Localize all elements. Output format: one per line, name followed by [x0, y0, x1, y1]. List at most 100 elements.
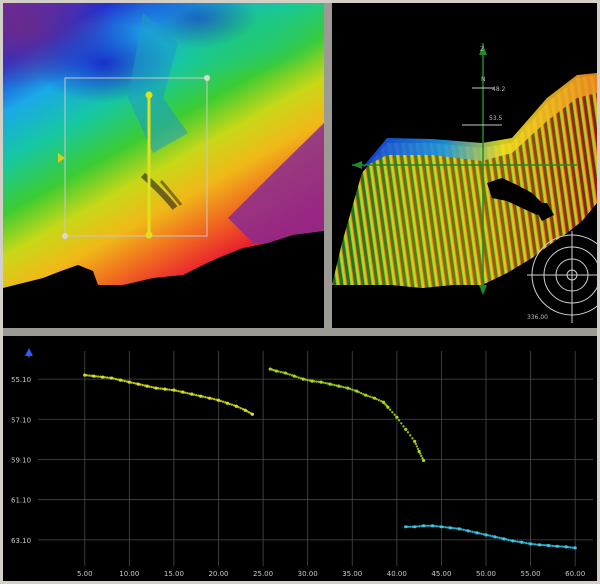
- x-tick-label: 60.00: [565, 570, 585, 578]
- data-point: [466, 529, 470, 533]
- data-point: [411, 525, 414, 529]
- data-point: [103, 376, 107, 379]
- data-point: [430, 524, 435, 528]
- data-point: [292, 374, 296, 378]
- data-point: [495, 536, 499, 539]
- y-tick-label: 59.10: [11, 456, 31, 464]
- data-point: [353, 389, 356, 392]
- data-point: [310, 379, 314, 383]
- data-point: [558, 545, 561, 548]
- data-point: [487, 534, 490, 537]
- data-point: [413, 525, 417, 529]
- data-point: [518, 540, 521, 544]
- data-point: [380, 399, 383, 403]
- depth-label-b: 53.5: [489, 115, 503, 122]
- point-cloud-3d-view[interactable]: Z N 48.2 53.5 336.00: [332, 3, 597, 328]
- y-tick-label: 57.10: [11, 416, 31, 424]
- data-point: [475, 531, 479, 535]
- data-point: [152, 386, 156, 389]
- data-point: [295, 375, 298, 379]
- data-point: [237, 406, 240, 409]
- data-point: [145, 384, 149, 388]
- data-point: [391, 411, 394, 414]
- data-point: [531, 542, 535, 546]
- data-point: [498, 536, 501, 540]
- x-tick-label: 5.00: [77, 570, 93, 578]
- data-point: [549, 544, 552, 547]
- vertical-splitter[interactable]: [324, 3, 332, 328]
- data-point: [132, 381, 135, 385]
- data-point: [116, 378, 120, 381]
- data-point: [537, 543, 542, 547]
- data-point: [330, 383, 334, 386]
- x-tick-label: 55.00: [521, 570, 541, 578]
- data-point: [460, 528, 463, 531]
- data-point: [100, 375, 105, 379]
- data-point: [406, 525, 410, 529]
- data-point: [134, 382, 138, 385]
- point-cloud-canvas[interactable]: Z N 48.2 53.5 336.00: [332, 3, 597, 328]
- data-point: [542, 543, 546, 547]
- data-point: [127, 380, 131, 384]
- data-point: [322, 381, 325, 384]
- data-point: [143, 384, 147, 387]
- data-point: [429, 524, 432, 528]
- data-point: [359, 391, 363, 395]
- data-point: [288, 373, 292, 376]
- data-point: [433, 524, 436, 528]
- data-point: [339, 385, 343, 388]
- data-point: [148, 385, 151, 388]
- data-point: [513, 540, 517, 543]
- data-point: [528, 542, 533, 546]
- data-point: [313, 380, 316, 383]
- x-tick-label: 20.00: [208, 570, 228, 578]
- data-point: [504, 538, 508, 541]
- data-point: [524, 541, 528, 545]
- x-tick-label: 50.00: [476, 570, 496, 578]
- data-point: [421, 457, 424, 460]
- data-point: [371, 396, 374, 399]
- data-point: [448, 526, 452, 530]
- data-point: [228, 402, 231, 406]
- data-point: [546, 543, 551, 548]
- data-point: [123, 379, 127, 383]
- data-point: [540, 543, 543, 547]
- data-point: [297, 376, 300, 379]
- data-point: [168, 388, 171, 391]
- depth-profile-plot[interactable]: 5.00 10.00 15.00 20.00 25.00 30.00 35.00 40.00 4…: [3, 336, 597, 581]
- data-point: [421, 524, 426, 528]
- data-point: [216, 398, 221, 402]
- data-point: [105, 376, 109, 379]
- data-point: [511, 539, 515, 543]
- data-point: [368, 395, 372, 398]
- data-point: [230, 403, 234, 406]
- data-point: [206, 396, 209, 399]
- bathymetry-map-view[interactable]: [3, 3, 324, 328]
- data-point: [172, 388, 176, 392]
- data-point: [317, 380, 321, 384]
- data-point: [509, 539, 512, 542]
- bathymetry-map-canvas[interactable]: [3, 3, 324, 328]
- x-tick-label: 25.00: [253, 570, 273, 578]
- data-point: [197, 394, 200, 397]
- y-tick-label: 61.10: [11, 497, 31, 505]
- data-point: [377, 398, 381, 402]
- data-point: [415, 525, 419, 528]
- horizontal-splitter[interactable]: [3, 328, 597, 336]
- data-point: [283, 371, 287, 375]
- data-point: [544, 544, 548, 547]
- data-point: [94, 375, 98, 378]
- data-point: [348, 387, 352, 391]
- data-point: [516, 540, 519, 543]
- data-point: [417, 525, 421, 528]
- data-point: [424, 524, 428, 528]
- data-point: [551, 544, 555, 548]
- data-point: [121, 379, 124, 382]
- data-point: [150, 385, 153, 389]
- data-point: [201, 395, 205, 398]
- data-point: [536, 543, 539, 546]
- data-point: [469, 530, 472, 533]
- up-arrow-icon: [25, 348, 33, 356]
- data-point: [154, 386, 158, 390]
- data-point: [573, 546, 577, 550]
